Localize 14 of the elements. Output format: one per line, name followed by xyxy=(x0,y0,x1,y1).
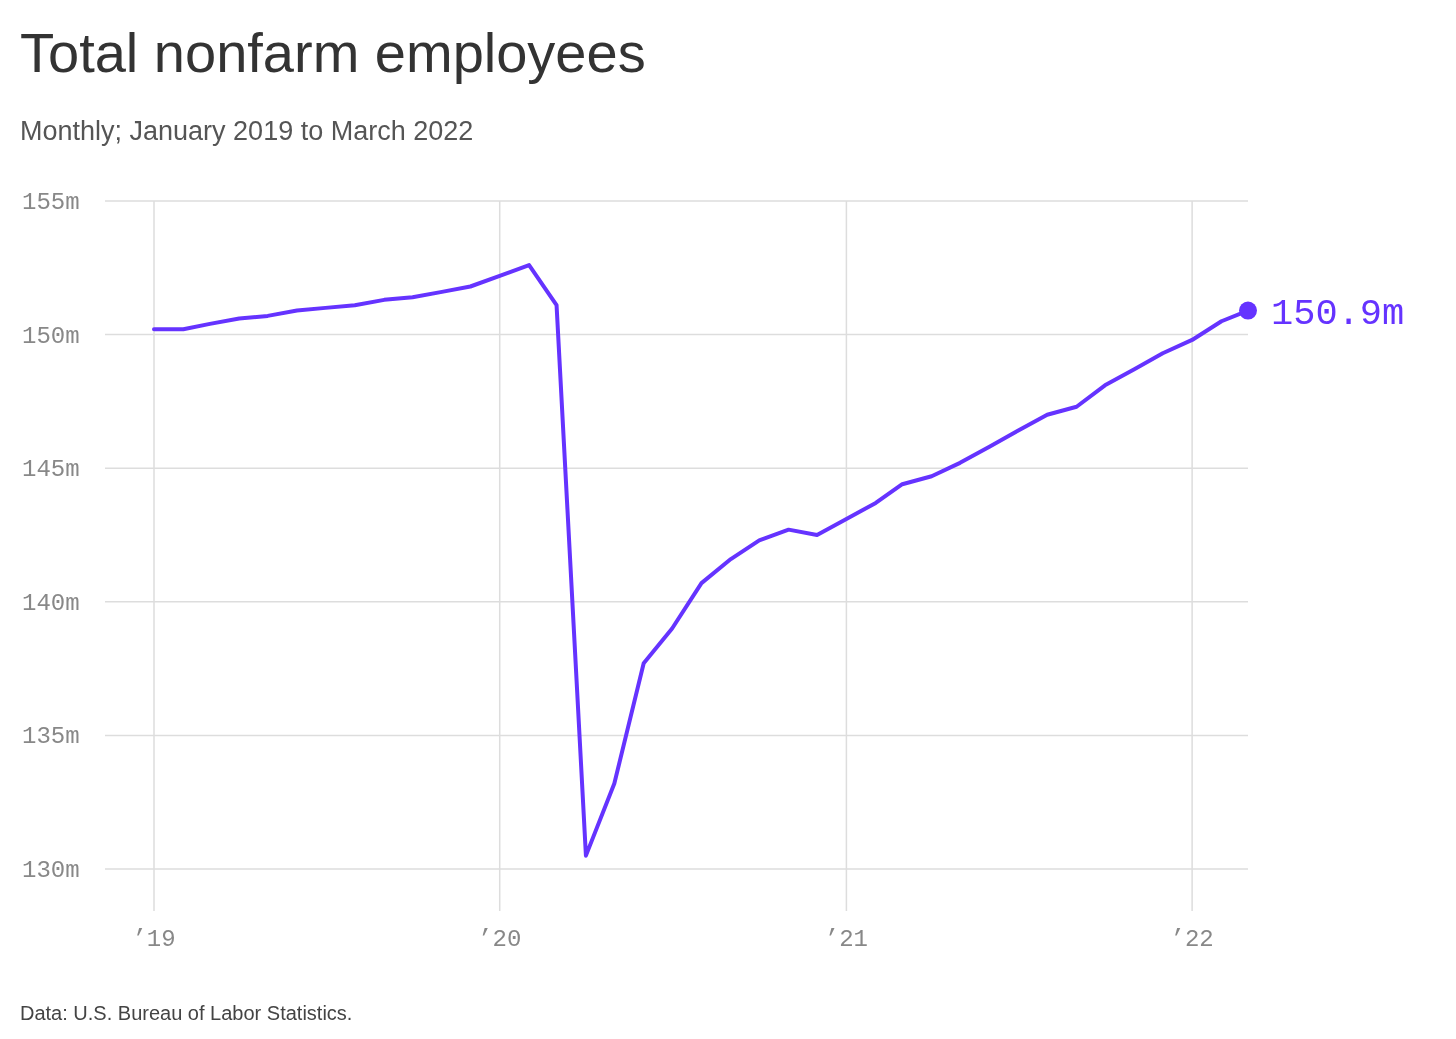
y-tick-label: 145m xyxy=(22,456,80,484)
y-tick-label: 155m xyxy=(22,189,80,216)
y-tick-label: 140m xyxy=(22,589,80,617)
x-tick-label: ’22 xyxy=(1170,926,1214,953)
annotation: 150.9m xyxy=(1271,292,1405,335)
y-tick-label: 150m xyxy=(22,322,80,350)
x-tick-label: ’20 xyxy=(478,926,522,953)
y-tick-label: 130m xyxy=(22,857,80,884)
text: Data: U.S. Bureau of Labor Statistics. xyxy=(20,1002,353,1024)
x-tick-label: ’21 xyxy=(824,926,868,953)
y-tick-label: 135m xyxy=(22,723,80,751)
x-tick-label: ’19 xyxy=(132,926,176,953)
chart-subtitle: Monthly; January 2019 to March 2022 xyxy=(20,116,474,146)
chart-title: Total nonfarm employees xyxy=(20,21,646,84)
